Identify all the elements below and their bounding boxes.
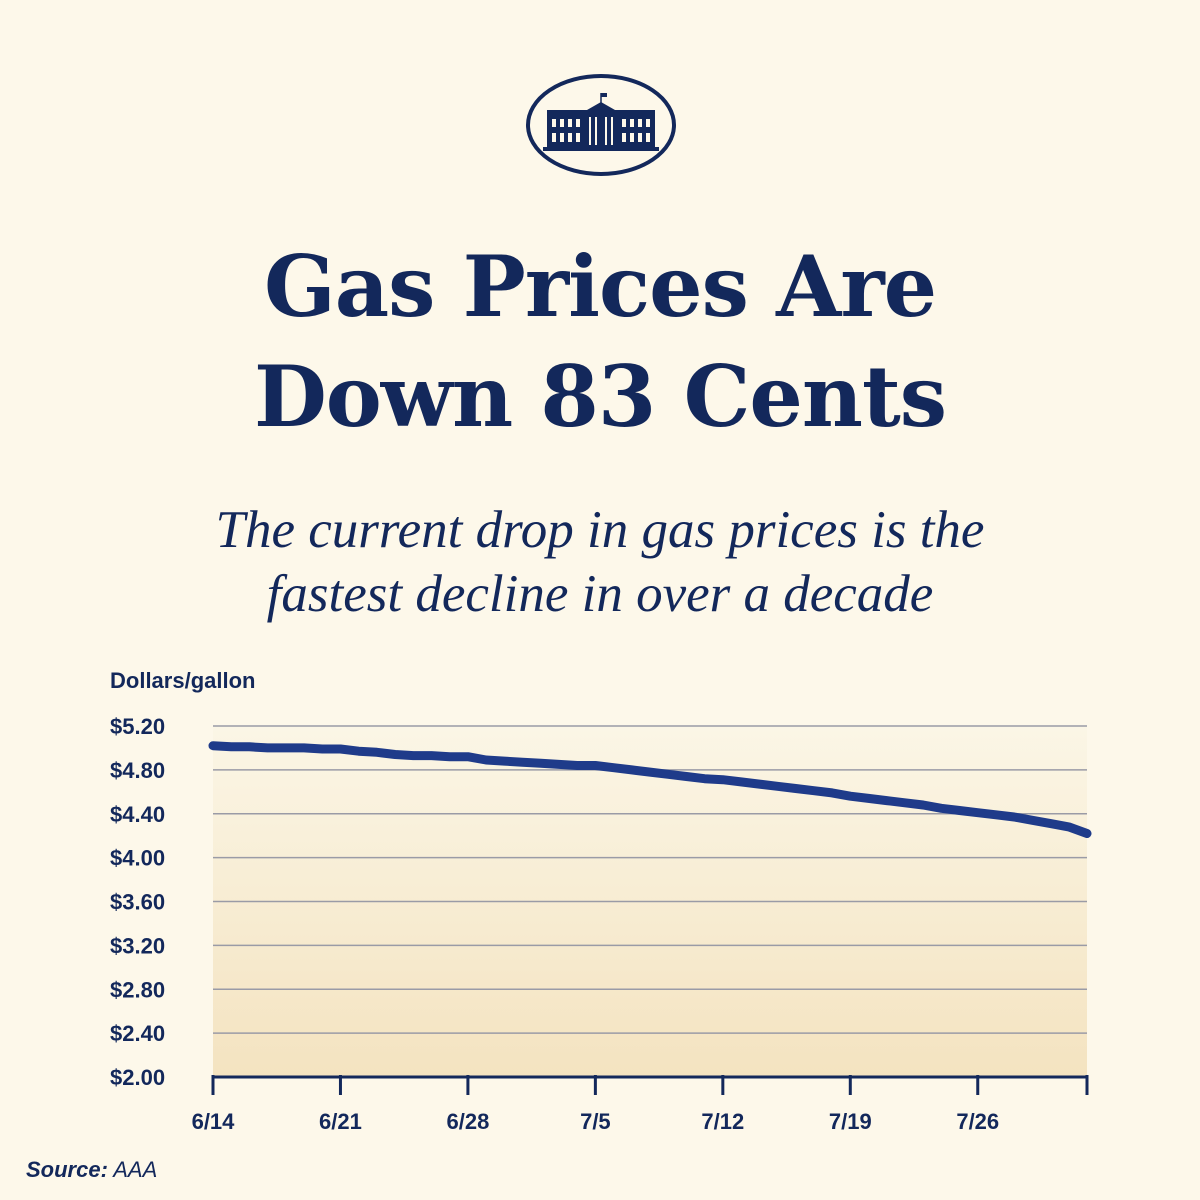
series-line-gas-price — [208, 741, 1092, 838]
y-tick-label: $2.40 — [110, 1021, 165, 1046]
x-axis — [211, 1075, 1089, 1095]
x-tick-label: 6/14 — [192, 1109, 236, 1134]
x-tick-label: 7/5 — [580, 1109, 611, 1134]
source-note: Source: AAA — [26, 1157, 157, 1183]
white-house-seal-icon — [526, 74, 676, 176]
x-tick-label: 7/12 — [701, 1109, 744, 1134]
source-value: AAA — [113, 1157, 158, 1182]
y-tick-label: $3.60 — [110, 890, 165, 915]
source-label: Source: — [26, 1157, 108, 1182]
x-tick-label: 6/28 — [447, 1109, 490, 1134]
y-tick-label: $4.00 — [110, 846, 165, 871]
subtitle-line-1: The current drop in gas prices is the — [215, 501, 985, 559]
x-tick-labels: 6/14 6/21 6/28 7/5 7/12 7/19 7/26 — [192, 1109, 1000, 1134]
subtitle-line-2: fastest decline in over a decade — [266, 565, 934, 623]
title-line-1: Gas Prices Are — [263, 237, 937, 336]
page-title: Gas Prices Are Down 83 Cents — [0, 232, 1200, 452]
series-layer — [208, 741, 1092, 838]
title-line-2: Down 83 Cents — [253, 347, 947, 446]
y-tick-label: $3.20 — [110, 933, 165, 958]
y-tick-label: $4.40 — [110, 802, 165, 827]
x-tick-label: 7/19 — [829, 1109, 872, 1134]
x-tick-label: 6/21 — [319, 1109, 362, 1134]
y-tick-label: $2.00 — [110, 1065, 165, 1090]
y-tick-labels: $5.20 $4.80 $4.40 $4.00 $3.60 $3.20 $2.80 $2.40… — [110, 714, 165, 1090]
page-subtitle: The current drop in gas prices is the fa… — [0, 498, 1200, 626]
x-tick-label: 7/26 — [956, 1109, 999, 1134]
y-axis-label: Dollars/gallon — [110, 668, 256, 693]
y-tick-label: $2.80 — [110, 977, 165, 1002]
y-tick-label: $4.80 — [110, 758, 165, 783]
y-tick-label: $5.20 — [110, 714, 165, 739]
